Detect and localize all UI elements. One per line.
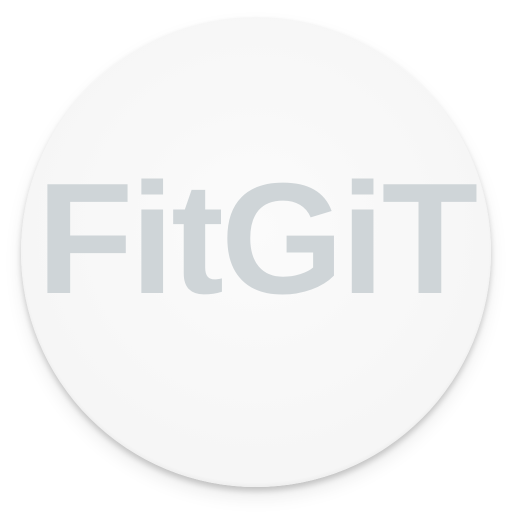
app-icon-circle	[21, 17, 491, 487]
app-logo-text: FitGiT	[36, 151, 478, 327]
